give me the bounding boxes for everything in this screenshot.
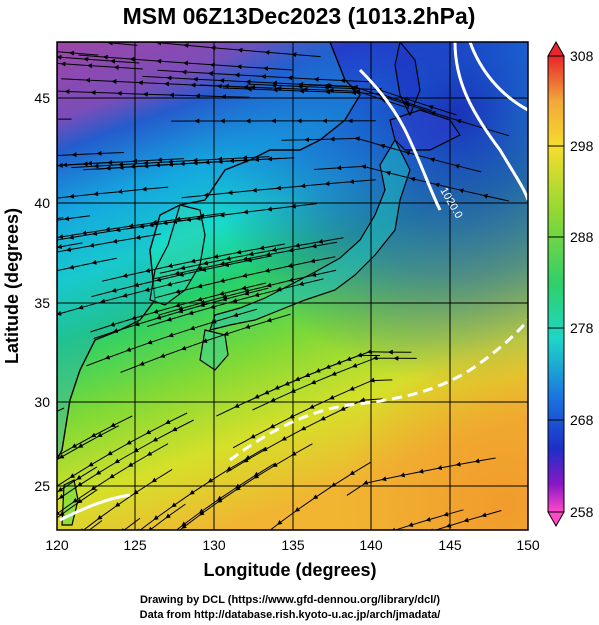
- streamline: [57, 407, 65, 412]
- streamline: [57, 216, 213, 244]
- streamline: [57, 157, 185, 171]
- y-axis: 45 40 35 30 25 Latitude (degrees): [2, 90, 50, 494]
- y-tick-label: 35: [34, 295, 50, 311]
- footer-credit-dcl: Drawing by DCL (https://www.gfd-dennou.o…: [140, 594, 440, 606]
- streamline: [142, 75, 354, 88]
- colorbar-label: 268: [570, 412, 594, 428]
- isobar-northeast: [468, 42, 528, 112]
- streamline: [57, 150, 124, 164]
- colorbar-bottom-arrow: [547, 511, 565, 528]
- x-tick-label: 120: [45, 537, 69, 553]
- streamline: [78, 54, 293, 71]
- streamline: [339, 509, 464, 530]
- y-tick-label: 45: [34, 90, 50, 106]
- streamline: [232, 377, 393, 449]
- y-tick-label: 30: [34, 394, 50, 410]
- streamline: [57, 89, 250, 100]
- x-tick-label: 125: [123, 537, 147, 553]
- isobar-south: [229, 319, 528, 462]
- colorbar-label: 288: [570, 229, 594, 245]
- y-axis-title: Latitude (degrees): [2, 208, 22, 364]
- x-axis: 120 125 130 135 140 145 150 Longitude (d…: [45, 537, 540, 580]
- isobar-1016: [358, 68, 442, 211]
- y-tick-label: 25: [34, 478, 50, 494]
- streamline: [57, 425, 120, 507]
- plot-area: 1020.0: [57, 42, 528, 530]
- colorbar-scale: [547, 55, 565, 513]
- streamline: [57, 186, 169, 207]
- y-tick-label: 40: [34, 195, 50, 211]
- plot-frame: [56, 41, 529, 531]
- colorbar-top-arrow: [547, 40, 565, 57]
- colorbar-label: 278: [570, 320, 594, 336]
- x-tick-label: 145: [438, 537, 462, 553]
- chart-title: MSM 06Z13Dec2023 (1013.2hPa): [123, 3, 476, 29]
- streamline: [376, 510, 502, 530]
- x-tick-label: 130: [202, 537, 226, 553]
- streamline: [57, 443, 169, 529]
- colorbar-label: 258: [570, 504, 594, 520]
- x-tick-label: 140: [359, 537, 383, 553]
- x-tick-label: 135: [281, 537, 305, 553]
- x-axis-title: Longitude (degrees): [203, 560, 376, 580]
- streamline: [57, 42, 99, 56]
- isobar-1020: [453, 42, 528, 201]
- colorbar-label: 308: [570, 48, 594, 64]
- streamline: [129, 42, 321, 58]
- colorbar-label: 298: [570, 138, 594, 154]
- streamline: [57, 278, 192, 323]
- streamline: [222, 86, 432, 112]
- streamline: [57, 233, 162, 266]
- streamline: [179, 443, 313, 530]
- streamline: [346, 457, 496, 496]
- streamline: [57, 517, 141, 530]
- streamline: [281, 136, 482, 173]
- streamline: [57, 215, 91, 243]
- x-tick-label: 150: [516, 537, 540, 553]
- footer-credit-data: Data from http://database.rish.kyoto-u.a…: [140, 609, 441, 621]
- isobar-southwest: [59, 493, 131, 522]
- wind-streamlines: [57, 42, 510, 530]
- streamline: [102, 243, 285, 282]
- streamline: [158, 269, 337, 316]
- isobar-contours: [59, 42, 528, 522]
- colorbar: 308 298 288 278 268 258: [547, 40, 594, 528]
